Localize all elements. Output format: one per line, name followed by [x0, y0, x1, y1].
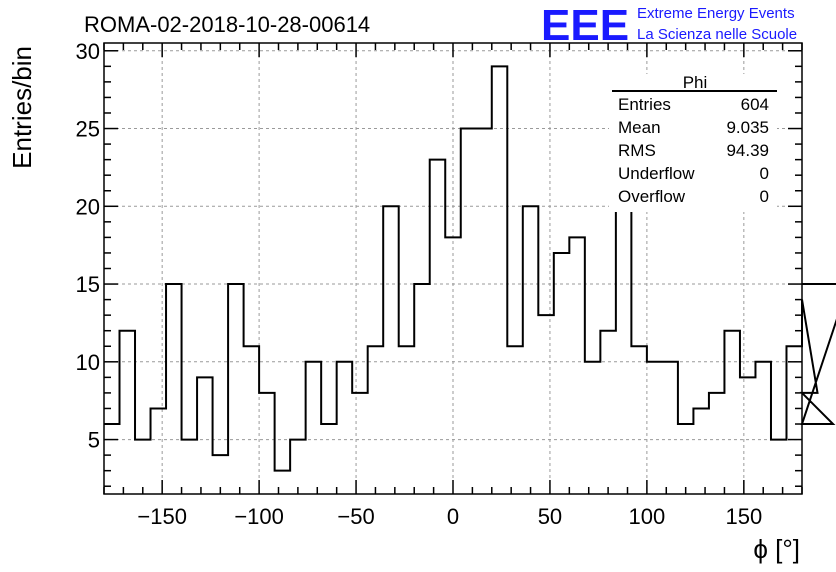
y-tick-label: 25: [76, 117, 100, 142]
stats-label-entries: Entries: [618, 95, 671, 114]
histogram-series: [104, 65, 836, 472]
x-tick-label: −50: [337, 504, 374, 529]
stats-value-entries: 604: [741, 95, 769, 114]
y-tick-label: 20: [76, 194, 100, 219]
logo-mark: EEE: [541, 1, 629, 50]
stats-label-rms: RMS: [618, 141, 656, 160]
stats-label-overflow: Overflow: [618, 187, 686, 206]
stats-value-mean: 9.035: [726, 118, 769, 137]
stats-label-underflow: Underflow: [618, 164, 695, 183]
y-tick-label: 5: [88, 428, 100, 453]
logo-line-2: La Scienza nelle Scuole: [637, 26, 797, 43]
y-tick-label: 15: [76, 272, 100, 297]
x-axis-title: ϕ [°]: [753, 534, 800, 564]
stats-box: Phi Entries 604 Mean 9.035 RMS 94.39 Und…: [609, 73, 777, 212]
y-tick-label: 10: [76, 350, 100, 375]
stats-label-mean: Mean: [618, 118, 661, 137]
tick-labels: −150 −100 −50 0 50 100 150 5 10 15 20 25 30: [76, 39, 763, 529]
x-tick-label: 50: [538, 504, 562, 529]
y-tick-label: 30: [76, 39, 100, 64]
y-axis-title: Entries/bin: [7, 46, 37, 169]
run-title: ROMA-02-2018-10-28-00614: [84, 12, 370, 37]
logo-line-1: Extreme Energy Events: [637, 5, 795, 22]
x-tick-label: −100: [234, 504, 284, 529]
x-tick-label: −150: [137, 504, 187, 529]
stats-value-underflow: 0: [760, 164, 769, 183]
stats-value-overflow: 0: [760, 187, 769, 206]
x-tick-label: 100: [629, 504, 666, 529]
stats-value-rms: 94.39: [726, 141, 769, 160]
stats-box-background: [609, 74, 777, 212]
x-tick-label: 150: [725, 504, 762, 529]
axes: [103, 42, 803, 495]
stats-title: Phi: [683, 73, 708, 92]
histogram-line: [104, 65, 836, 472]
x-tick-label: 0: [447, 504, 459, 529]
eee-logo: EEE Extreme Energy Events La Scienza nel…: [541, 1, 797, 50]
